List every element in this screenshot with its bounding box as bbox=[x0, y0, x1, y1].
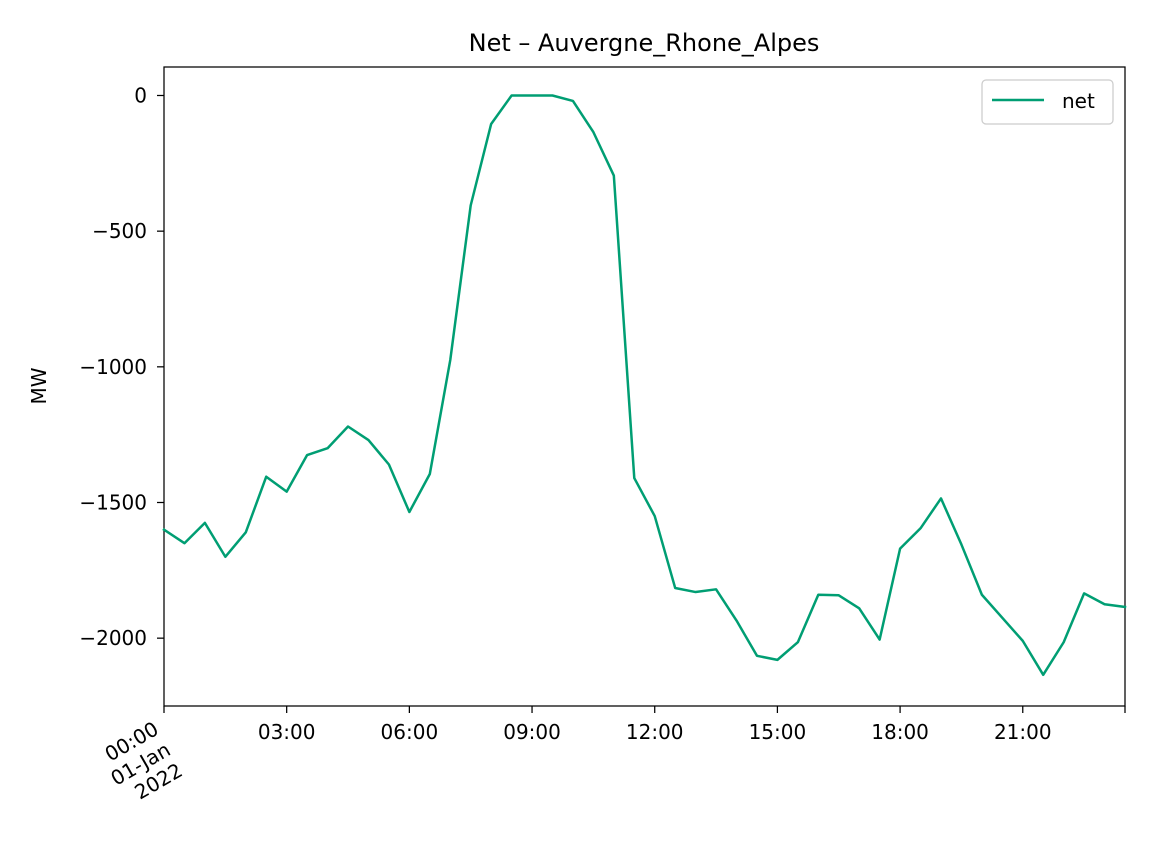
x-tick-label: 06:00 bbox=[381, 720, 439, 744]
y-tick-label: −1500 bbox=[79, 490, 147, 514]
x-tick-label-first: 00:0001-Jan2022 bbox=[95, 717, 187, 812]
y-tick-label: 0 bbox=[134, 83, 147, 107]
x-tick-label: 09:00 bbox=[503, 720, 561, 744]
y-axis-label: MW bbox=[27, 367, 51, 404]
x-tick-label: 12:00 bbox=[626, 720, 684, 744]
x-axis: 03:00 06:00 09:00 12:00 15:00 18:00 21:00 00:00… bbox=[95, 706, 1126, 812]
plot-area bbox=[163, 66, 1126, 707]
x-tick-label: 15:00 bbox=[749, 720, 807, 744]
y-tick-label: −500 bbox=[92, 219, 147, 243]
chart-title: Net – Auvergne_Rhone_Alpes bbox=[469, 29, 820, 57]
legend-label-net: net bbox=[1062, 89, 1095, 113]
x-tick-label: 21:00 bbox=[994, 720, 1052, 744]
x-tick-label: 03:00 bbox=[258, 720, 316, 744]
y-axis: 0 −500 −1000 −1500 −2000 bbox=[79, 83, 164, 650]
legend-box bbox=[981, 79, 1114, 125]
legend: net bbox=[981, 79, 1114, 125]
series-line-net bbox=[162, 94, 1127, 677]
y-tick-label: −1000 bbox=[79, 355, 147, 379]
x-tick-label: 18:00 bbox=[871, 720, 929, 744]
y-tick-label: −2000 bbox=[79, 626, 147, 650]
series-layer bbox=[162, 94, 1127, 677]
